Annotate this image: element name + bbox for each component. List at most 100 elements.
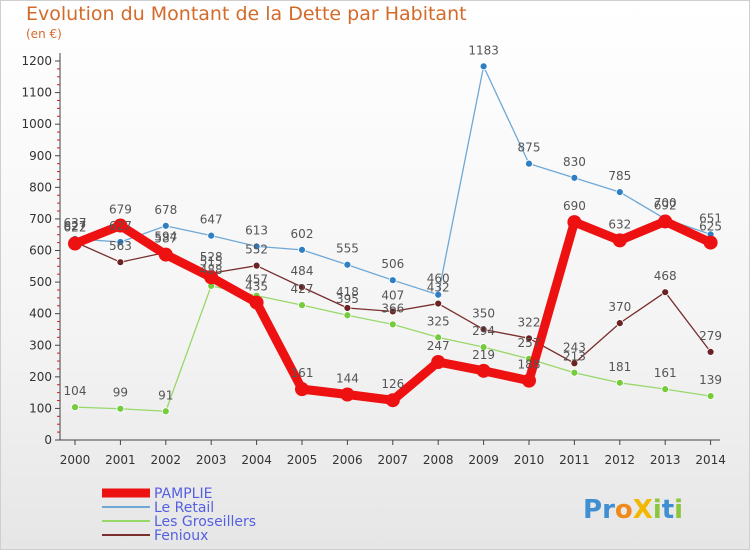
data-label: 99 [113,386,128,400]
x-tick-label: 2002 [151,453,182,467]
data-label: 213 [563,350,586,364]
data-label: 468 [654,269,677,283]
data-label: 181 [608,360,631,374]
data-label: 294 [472,324,495,338]
data-label: 515 [200,254,223,268]
y-tick-label: 1000 [21,117,52,131]
data-label: 830 [563,155,586,169]
data-label: 144 [336,372,359,386]
data-point [249,295,264,310]
data-label: 484 [291,264,314,278]
y-tick-label: 1100 [21,86,52,100]
data-point [570,359,579,368]
data-label: 637 [64,216,87,230]
data-label: 188 [518,358,541,372]
data-label: 700 [654,196,677,210]
data-point [295,382,309,397]
data-label: 785 [608,169,631,183]
y-tick-label: 900 [29,149,52,163]
data-label: 555 [336,242,359,256]
data-point [161,407,170,416]
data-label: 622 [64,221,87,235]
data-point [343,304,352,312]
y-tick-label: 600 [29,244,52,258]
data-point [388,307,397,316]
data-point [525,334,533,343]
data-label: 91 [158,388,173,402]
data-point [434,333,443,342]
data-point [522,373,536,388]
x-tick-label: 2014 [695,453,726,467]
data-label: 625 [699,220,722,234]
y-tick-label: 0 [44,433,52,447]
data-label: 432 [427,281,450,295]
data-point [298,301,306,310]
data-label: 247 [427,339,450,353]
x-tick-label: 2009 [468,453,499,467]
data-label: 627 [64,219,87,233]
data-label: 427 [291,282,314,296]
data-point [476,363,491,378]
y-tick-label: 100 [29,401,52,415]
chart-title: Evolution du Montant de la Dette par Hab… [26,3,467,25]
data-label: 594 [154,229,177,243]
data-label: 370 [608,300,631,314]
data-label: 395 [336,292,359,306]
data-label: 126 [381,377,404,391]
data-point [298,245,306,254]
data-point [252,242,261,251]
data-point [68,236,82,251]
legend-label: Les Groseillers [154,514,256,530]
data-label: 435 [245,280,268,294]
data-point [71,403,79,412]
data-label: 161 [291,366,314,380]
data-label: 350 [472,306,495,320]
data-point [658,214,673,229]
data-point [434,290,443,299]
y-tick-label: 500 [29,275,52,289]
data-point [340,387,355,402]
data-point [567,215,582,230]
data-label: 322 [518,315,541,329]
data-point [479,343,488,352]
legend-label: Fenioux [154,528,208,544]
data-label: 407 [381,288,404,302]
data-point [204,270,219,285]
data-label: 528 [200,250,223,264]
data-label: 875 [518,141,541,155]
data-label: 460 [427,272,450,286]
legend-label: Le Retail [154,500,214,516]
data-label: 418 [336,285,359,299]
data-label: 690 [563,199,586,213]
data-point [252,261,261,270]
data-point [706,392,715,400]
y-tick-label: 400 [29,307,52,321]
data-point [706,347,715,356]
data-label: 457 [245,273,268,287]
y-tick-label: 1200 [21,54,52,68]
proxiti-logo: ProXiti [583,495,683,525]
data-point [116,404,125,413]
x-tick-label: 2007 [378,453,409,467]
data-label: 219 [472,348,495,362]
x-tick-label: 2013 [650,453,681,467]
data-point [207,231,216,240]
data-point [161,221,170,230]
x-tick-label: 2005 [287,453,318,467]
x-tick-label: 2011 [559,453,590,467]
data-label: 587 [154,232,177,246]
x-tick-label: 2006 [332,453,363,467]
data-label: 602 [291,227,314,241]
chart-subtitle: (en €) [26,27,62,41]
x-tick-label: 2012 [605,453,636,467]
data-point [431,354,446,369]
x-tick-label: 2001 [105,453,136,467]
data-point [388,276,397,285]
data-label: 366 [381,301,404,315]
data-point [388,320,397,329]
data-point [116,258,125,267]
data-point [703,235,718,250]
data-label: 104 [64,384,87,398]
